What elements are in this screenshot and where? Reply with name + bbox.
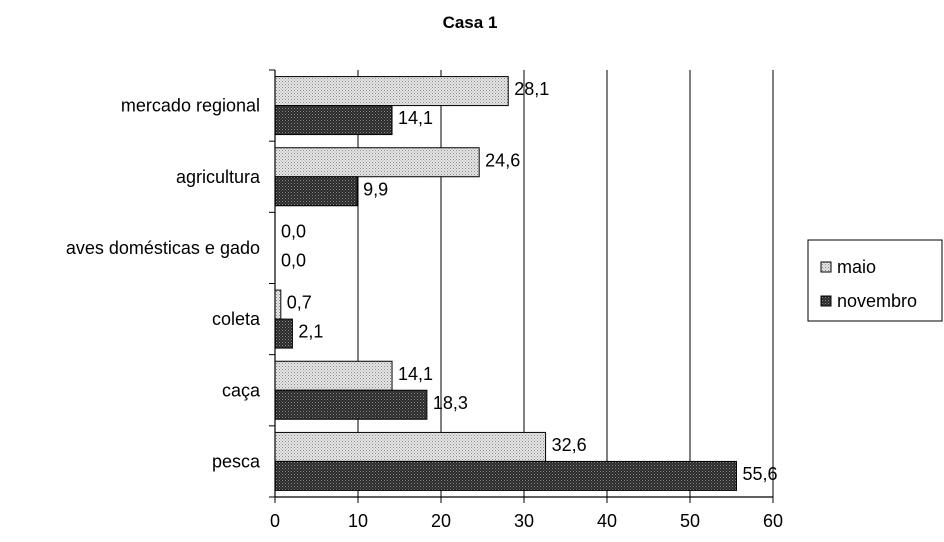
data-label-novembro: 18,3 bbox=[433, 393, 468, 413]
legend-label-novembro: novembro bbox=[837, 291, 917, 311]
bar-maio bbox=[274, 289, 282, 320]
data-label-novembro: 9,9 bbox=[363, 179, 388, 199]
category-label: agricultura bbox=[176, 167, 261, 187]
x-tick-label: 40 bbox=[597, 511, 617, 531]
x-tick-label: 30 bbox=[514, 511, 534, 531]
x-tick-label: 10 bbox=[348, 511, 368, 531]
labels: 0 10 20 30 40 50 60pesca32,655,6caça14,118,3co… bbox=[66, 79, 783, 531]
legend: maio novembro bbox=[807, 239, 943, 322]
category-label: pesca bbox=[212, 451, 261, 471]
data-label-novembro: 55,6 bbox=[742, 464, 777, 484]
bar-maio bbox=[274, 147, 480, 178]
axes bbox=[269, 69, 774, 503]
data-label-maio: 14,1 bbox=[398, 364, 433, 384]
bar-novembro bbox=[274, 460, 737, 491]
data-label-novembro: 0,0 bbox=[281, 250, 306, 270]
legend-swatch-novembro bbox=[820, 295, 832, 307]
data-label-maio: 28,1 bbox=[514, 79, 549, 99]
gridlines bbox=[357, 70, 774, 497]
bar-maio bbox=[274, 360, 393, 391]
category-label: caça bbox=[222, 380, 261, 400]
category-label: mercado regional bbox=[121, 96, 260, 116]
data-label-maio: 0,7 bbox=[287, 293, 312, 313]
data-label-maio: 0,0 bbox=[281, 221, 306, 241]
legend-label-maio: maio bbox=[837, 257, 876, 277]
data-label-novembro: 14,1 bbox=[398, 108, 433, 128]
data-label-novembro: 2,1 bbox=[298, 322, 323, 342]
x-tick-label: 0 bbox=[270, 511, 280, 531]
data-label-maio: 32,6 bbox=[552, 435, 587, 455]
category-label: aves domésticas e gado bbox=[66, 238, 260, 258]
x-tick-label: 60 bbox=[763, 511, 783, 531]
bar-novembro bbox=[274, 176, 358, 207]
bar-maio bbox=[274, 431, 547, 462]
x-tick-label: 50 bbox=[680, 511, 700, 531]
bar-novembro bbox=[274, 318, 293, 349]
bars bbox=[274, 76, 737, 491]
bar-novembro bbox=[274, 389, 428, 420]
bar-novembro bbox=[274, 105, 393, 136]
data-label-maio: 24,6 bbox=[485, 150, 520, 170]
category-label: coleta bbox=[212, 309, 261, 329]
legend-box bbox=[807, 239, 943, 322]
x-tick-label: 20 bbox=[431, 511, 451, 531]
chart-title: Casa 1 bbox=[443, 13, 498, 32]
bar-maio bbox=[274, 76, 509, 107]
legend-swatch-maio bbox=[820, 261, 832, 273]
